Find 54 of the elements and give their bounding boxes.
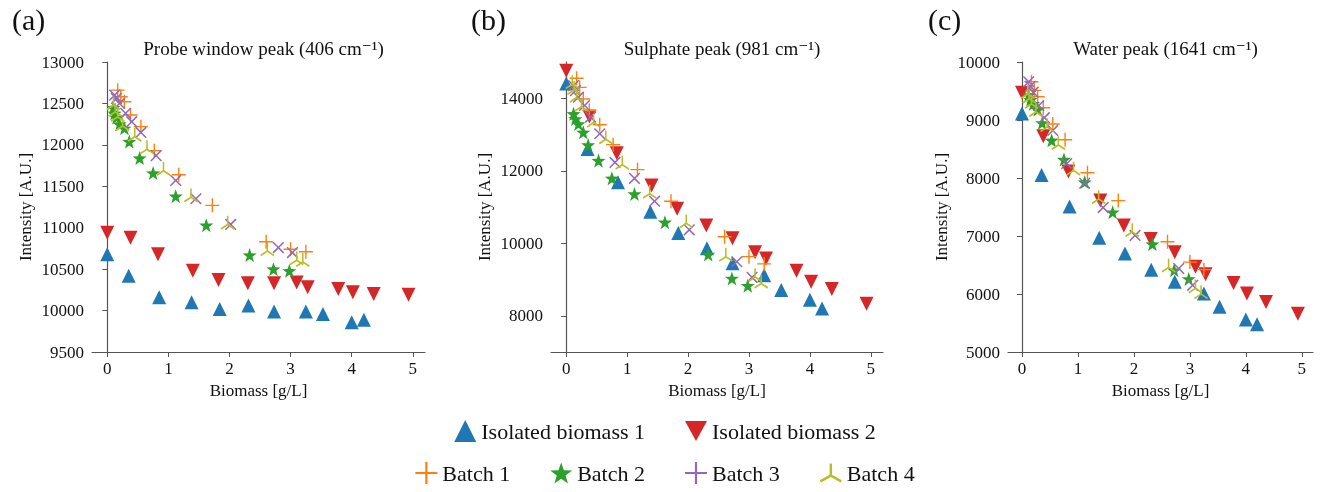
x-tick-label: 3 [1185,359,1195,378]
y-tick-label: 5000 [966,342,1000,362]
y-axis-title: Intensity [A.U.] [475,152,494,262]
y-tick-label: 14000 [500,88,543,108]
y-tick-label: 8000 [509,306,543,326]
legend-label: Batch 1 [442,460,511,486]
y-tick-label: 10500 [41,259,84,279]
y-tick-label: 9500 [50,342,84,362]
x-tick-label: 0 [1017,359,1027,378]
x-tick-label: 4 [805,359,815,378]
x-tick-label: 3 [286,359,295,378]
chart-title: Probe window peak (406 cm⁻¹) [143,38,384,60]
y-tick-label: 12500 [41,93,84,113]
y-tick-label: 10000 [957,52,1000,72]
x-tick-label: 5 [1297,359,1307,378]
y-axis-title: Intensity [A.U.] [932,152,951,262]
legend-label: Batch 2 [577,460,646,486]
y-tick-label: 11000 [42,218,84,238]
x-tick-label: 1 [1073,359,1083,378]
x-tick-label: 0 [561,359,571,378]
x-tick-label: 2 [1129,359,1139,378]
legend-label: Batch 3 [712,460,780,486]
x-tick-label: 2 [225,359,234,378]
legend-label: Batch 4 [846,460,915,486]
x-tick-label: 5 [408,359,418,378]
y-tick-label: 6000 [966,284,1000,304]
y-tick-label: 9000 [966,110,1000,130]
x-tick-label: 2 [683,359,693,378]
chart-title: Water peak (1641 cm⁻¹) [1073,38,1258,60]
chart-title: Sulphate peak (981 cm⁻¹) [623,38,821,60]
x-tick-label: 5 [866,359,876,378]
y-tick-label: 12000 [500,161,543,181]
y-tick-label: 7000 [966,226,1000,246]
y-tick-label: 10000 [500,233,543,253]
x-axis-title: Biomass [g/L] [668,381,766,400]
x-tick-label: 1 [622,359,632,378]
x-tick-label: 0 [103,359,112,378]
x-axis-title: Biomass [g/L] [1111,381,1210,400]
x-axis-title: Biomass [g/L] [209,381,308,400]
x-tick-label: 1 [164,359,173,378]
y-tick-label: 11500 [42,176,84,196]
x-tick-label: 4 [1241,359,1251,378]
legend-label: Isolated biomass 1 [481,418,646,444]
legend-label: Isolated biomass 2 [712,418,876,444]
text: (b) [471,2,506,37]
y-axis-title: Intensity [A.U.] [16,152,35,262]
x-tick-label: 4 [347,359,357,378]
y-tick-label: 8000 [966,168,1000,188]
text: (c) [928,2,962,37]
y-tick-label: 12000 [41,135,84,155]
x-tick-label: 3 [744,359,754,378]
y-tick-label: 13000 [41,52,84,72]
y-tick-label: 10000 [41,301,84,321]
text: (a) [12,2,46,37]
